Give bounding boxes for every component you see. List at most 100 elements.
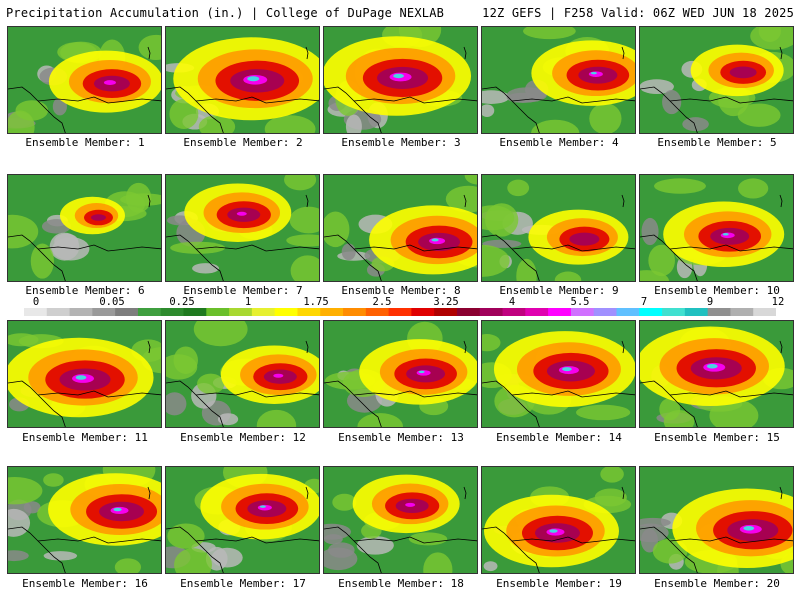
coastline (195, 96, 319, 104)
light-precip-area (737, 103, 781, 127)
coastline (511, 96, 635, 104)
dry-area (43, 551, 78, 561)
border-line (640, 526, 698, 573)
border-line (324, 526, 382, 573)
ensemble-member-label: Ensemble Member: 19 (496, 577, 622, 590)
precip-map-svg (166, 27, 319, 133)
coastline (37, 390, 161, 398)
ensemble-member-label: Ensemble Member: 20 (654, 577, 780, 590)
precip-map-svg (640, 27, 793, 133)
light-precip-area (357, 413, 404, 427)
precip-map-svg (166, 175, 319, 281)
colorbar-swatch (320, 308, 344, 316)
ensemble-member-label: Ensemble Member: 12 (180, 431, 306, 444)
border-line (166, 380, 224, 427)
precip-contour-magenta (405, 502, 416, 507)
ensemble-member-label: Ensemble Member: 15 (654, 431, 780, 444)
light-precip-area (750, 27, 793, 50)
ensemble-member-label: Ensemble Member: 5 (657, 136, 777, 149)
light-precip-area (576, 404, 631, 421)
coastline (669, 96, 793, 104)
ensemble-member-map (7, 320, 162, 428)
colorbar-swatch (434, 308, 458, 316)
ensemble-member-label: Ensemble Member: 13 (338, 431, 464, 444)
ensemble-member-map (481, 320, 636, 428)
precip-contour-magenta (588, 71, 603, 77)
light-precip-area (648, 244, 675, 277)
colorbar-swatch (137, 308, 162, 316)
light-precip-area (531, 119, 580, 133)
precip-map-svg (8, 27, 161, 133)
dry-area (662, 89, 682, 115)
precip-contour-cyan (431, 238, 439, 242)
light-precip-area (30, 243, 54, 279)
ensemble-member-map (481, 26, 636, 134)
ensemble-member-map (639, 320, 794, 428)
light-precip-area (507, 179, 530, 197)
ensemble-member-label: Ensemble Member: 3 (341, 136, 461, 149)
light-precip-area (738, 178, 769, 199)
light-precip-area (166, 354, 198, 380)
dry-area (641, 217, 659, 246)
light-precip-area (482, 334, 501, 352)
colorbar-swatch (365, 308, 390, 316)
precip-contour-cyan (393, 73, 404, 79)
precip-contour-magenta (273, 373, 284, 378)
precip-contour-magenta (257, 504, 272, 511)
precip-map-svg (166, 321, 319, 427)
coastline (195, 390, 319, 398)
lake-outline (463, 486, 467, 500)
colorbar-swatch (69, 308, 93, 316)
colorbar-tick-label: 4 (508, 296, 516, 308)
border-line (482, 526, 540, 573)
colorbar-tick-label: 7 (640, 296, 648, 308)
light-precip-area (198, 115, 236, 133)
light-precip-area (264, 115, 316, 133)
border-line (482, 380, 540, 427)
dry-area (682, 117, 709, 132)
ensemble-member-label: Ensemble Member: 10 (654, 284, 780, 297)
coastline (669, 536, 793, 544)
precip-map-svg (8, 175, 161, 281)
lake-outline (621, 340, 625, 354)
colorbar-tick-label: 1.75 (303, 296, 329, 308)
lake-outline (621, 486, 625, 500)
precip-map-svg (324, 467, 477, 573)
dry-area (482, 239, 522, 248)
precip-map-svg (640, 321, 793, 427)
ensemble-member-map (639, 466, 794, 574)
border-line (482, 86, 540, 133)
precip-map-svg (482, 467, 635, 573)
border-line (166, 234, 224, 281)
precip-contour-cyan (418, 370, 425, 374)
dry-area (217, 413, 239, 426)
colorbar-swatch (229, 308, 253, 316)
dry-area (345, 114, 362, 133)
ensemble-member-map (481, 466, 636, 574)
ensemble-member-map (165, 320, 320, 428)
colorbar-swatch (616, 308, 640, 316)
precip-map-svg (324, 321, 477, 427)
colorbar-tick-label: 0.05 (99, 296, 125, 308)
colorbar-swatch (662, 308, 686, 316)
light-precip-area (286, 234, 319, 247)
colorbar-tick-label: 9 (706, 296, 714, 308)
light-precip-area (256, 409, 297, 427)
colorbar-tick-label: 12 (771, 296, 785, 308)
colorbar-swatch (593, 308, 617, 316)
precip-map-svg (482, 321, 635, 427)
colorbar-swatch (24, 308, 48, 316)
colorbar-swatch (274, 308, 298, 316)
precip-contour-cyan (247, 76, 260, 82)
coastline (511, 536, 635, 544)
lake-outline (147, 486, 151, 500)
light-precip-area (193, 321, 248, 347)
light-precip-area (43, 473, 64, 487)
ensemble-member-label: Ensemble Member: 17 (180, 577, 306, 590)
light-precip-area (125, 182, 152, 213)
ensemble-member-map (323, 174, 478, 282)
colorbar-swatch (525, 308, 549, 316)
dry-area (192, 263, 220, 274)
lake-outline (463, 340, 467, 354)
precip-contour-magenta (720, 232, 735, 239)
